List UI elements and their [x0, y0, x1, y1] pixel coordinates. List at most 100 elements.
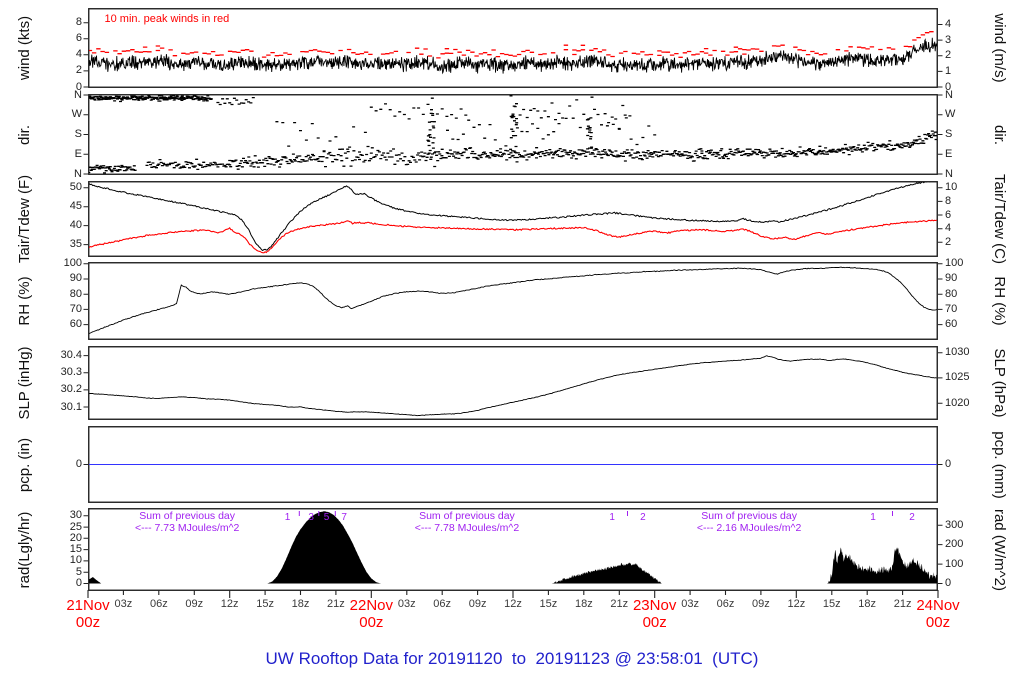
dir-ytick-right: E	[945, 147, 953, 160]
temp-ytick-marks-right	[938, 187, 943, 243]
dir-ytick-right: S	[945, 128, 953, 140]
rad-hour-scale-label: 5	[324, 512, 330, 523]
dir-ytick-right: N	[945, 88, 953, 101]
rad-hour-scale-label: 1	[609, 512, 615, 523]
rh-line	[89, 266, 937, 335]
x-date-hour: 00z	[925, 614, 951, 631]
x-tick-label: 18z	[858, 598, 877, 610]
wind-peak-note: 10 min. peak winds in red	[105, 13, 230, 25]
rad-annotation-3-line2: <--- 2.16 MJoules/m^2	[697, 522, 802, 534]
rad-ytick-right: 300	[945, 518, 964, 531]
temp-ytick-right: 6	[945, 208, 952, 221]
rad-annotation-1-line1: Sum of previous day	[139, 510, 235, 522]
rh-ytick-right: 90	[945, 272, 958, 285]
x-tick-label: 15z	[822, 598, 841, 610]
rh-panel-frame	[88, 262, 938, 340]
rad-ytick-right: 0	[945, 576, 952, 589]
x-date-hour: 00z	[359, 614, 384, 631]
dir-panel-frame	[88, 94, 938, 175]
dir-scatter-dashes	[89, 95, 937, 174]
x-tick-label: 06z	[433, 598, 452, 610]
slp-ytick-left: 30.4	[60, 349, 82, 362]
rh-ytick-right: 60	[945, 318, 958, 331]
x-tick-label: 12z	[787, 598, 806, 610]
rad-ytick-left: 25	[69, 520, 82, 533]
pcp-panel-frame	[88, 426, 938, 503]
x-date-day: 22Nov	[349, 597, 393, 614]
slp-ytick-left: 30.2	[60, 383, 82, 396]
dir-ytick-left: N	[74, 88, 82, 101]
rad-ytick-left: 10	[69, 554, 82, 567]
x-date-label: 21Nov 00z	[46, 597, 130, 631]
dir-ytick-left: W	[71, 108, 82, 121]
rad-ytick-right: 100	[945, 557, 964, 570]
rad-panel-svg: Sum of previous day<--- 7.73 MJoules/m^2…	[83, 508, 943, 598]
x-date-label: 22Nov 00z	[329, 597, 413, 631]
temp-ytick-marks-left	[83, 187, 88, 246]
dir-ytick-right: W	[945, 108, 956, 121]
slp-ytick-right: 1030	[945, 346, 970, 359]
x-tick-label: 06z	[716, 598, 735, 610]
rh-ytick-left: 60	[69, 318, 82, 331]
x-tick-label: 18z	[574, 598, 593, 610]
slp-ytick-left: 30.1	[60, 400, 82, 413]
wind-ytick-left: 6	[75, 32, 82, 45]
rad-annotation-2-line1: Sum of previous day	[419, 510, 515, 522]
rad-hour-scale-label: 1	[870, 512, 876, 523]
x-tick-label: 21z	[893, 598, 912, 610]
rad-hour-scale-label: 7	[341, 512, 347, 523]
x-date-day: 21Nov	[66, 597, 110, 614]
rad-ytick-left: 0	[75, 576, 82, 589]
rad-ytick-marks-right	[938, 524, 943, 584]
temp-ytick-right: 4	[945, 222, 952, 235]
wind-ytick-marks-right	[938, 24, 943, 88]
tair-line	[89, 182, 931, 252]
rh-ytick-right: 80	[945, 287, 958, 300]
slp-line	[89, 355, 937, 417]
slp-ytick-marks-right	[938, 352, 943, 404]
slp-panel-frame	[88, 346, 938, 420]
slp-ytick-right: 1025	[945, 371, 970, 384]
x-date-label: 24Nov 00z	[896, 597, 980, 631]
dir-ytick-left: S	[74, 128, 82, 140]
temp-ytick-left: 50	[69, 181, 82, 194]
rad-hour-scale-label: 2	[640, 512, 646, 523]
x-date-day: 24Nov	[916, 597, 960, 614]
dir-ytick-marks-left	[83, 94, 88, 175]
temp-panel-frame	[88, 181, 938, 257]
rad-filled-area	[89, 511, 937, 584]
x-tick-label: 09z	[185, 598, 204, 610]
temp-ytick-left: 40	[69, 219, 82, 232]
x-tick-label: 18z	[291, 598, 310, 610]
wind-ytick-right: 1	[945, 64, 952, 77]
rad-hour-scale-ticks	[298, 511, 336, 516]
x-tick-label: 09z	[752, 598, 770, 610]
wind-ytick-right: 4	[945, 17, 952, 30]
x-tick-label: 12z	[504, 598, 522, 610]
rh-panel-svg	[83, 262, 943, 340]
wind-ytick-left: 8	[75, 16, 82, 29]
x-tick-label: 21z	[610, 598, 629, 610]
x-date-label: 23Nov 00z	[613, 597, 697, 631]
dir-ytick-left: N	[74, 167, 82, 180]
slp-panel-svg	[83, 346, 943, 420]
rh-ytick-marks-right	[938, 263, 943, 326]
x-tick-label: 15z	[256, 598, 274, 610]
dir-ytick-right: N	[945, 167, 953, 180]
rh-ytick-left: 100	[63, 257, 82, 270]
x-tick-label: 06z	[149, 598, 168, 610]
pcp-ytick-left: 0	[75, 458, 82, 470]
x-tick-label: 03z	[397, 598, 416, 610]
rh-ytick-right: 100	[945, 257, 964, 270]
x-axis-tick-marks	[87, 590, 939, 598]
x-date-day: 23Nov	[632, 597, 677, 614]
pcp-panel-svg	[83, 426, 943, 503]
x-date-hour: 00z	[642, 614, 667, 631]
wind-peak-dashes	[89, 31, 934, 59]
rad-ytick-right: 200	[945, 538, 964, 551]
pcp-ytick-right: 0	[945, 458, 952, 470]
dir-ytick-marks-right	[938, 94, 943, 175]
temp-ytick-left: 45	[69, 200, 82, 213]
slp-ytick-marks-left	[83, 355, 88, 408]
rad-ytick-left: 5	[75, 565, 82, 578]
